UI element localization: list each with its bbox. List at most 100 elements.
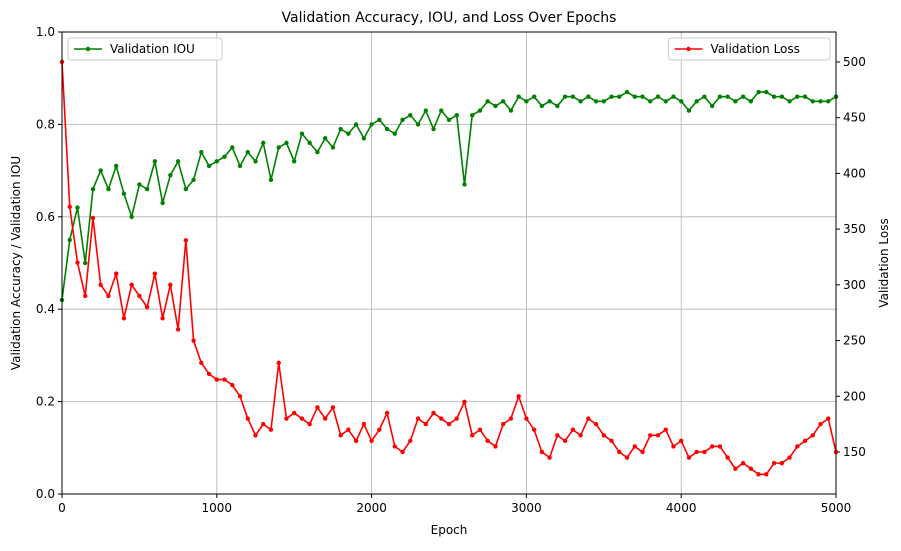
data-point — [810, 433, 815, 438]
data-point — [191, 338, 196, 343]
data-point — [299, 131, 305, 136]
data-point — [121, 316, 127, 321]
data-point — [624, 89, 630, 95]
legend-label: Validation Loss — [711, 42, 800, 56]
data-point — [826, 416, 831, 421]
data-point — [795, 94, 800, 99]
data-point — [214, 159, 219, 164]
data-point — [771, 460, 777, 466]
legend-marker — [85, 46, 91, 52]
data-point — [322, 416, 328, 421]
data-point — [686, 455, 692, 460]
data-point — [377, 117, 382, 122]
data-point — [439, 416, 444, 421]
data-point — [175, 327, 181, 332]
y2-axis-label: Validation Loss — [877, 218, 891, 307]
data-point — [756, 472, 761, 477]
data-point — [531, 427, 537, 432]
data-point — [168, 282, 173, 288]
data-point — [454, 112, 459, 118]
data-point — [268, 427, 274, 432]
data-point — [702, 94, 707, 99]
data-point — [632, 94, 637, 99]
data-point — [67, 204, 72, 210]
data-point — [315, 405, 320, 410]
data-point — [361, 136, 367, 141]
data-point — [547, 99, 552, 104]
data-point — [717, 444, 723, 449]
data-point — [431, 126, 436, 132]
y-tick-label: 1.0 — [36, 25, 55, 39]
data-point — [802, 438, 808, 444]
data-point — [392, 131, 398, 136]
data-point — [199, 149, 204, 155]
data-point — [431, 410, 436, 416]
data-point — [624, 455, 630, 460]
data-point — [555, 433, 560, 438]
data-point — [609, 94, 614, 99]
x-tick-label: 2000 — [356, 501, 387, 515]
data-point — [562, 438, 568, 444]
data-point — [516, 94, 521, 99]
data-point — [253, 433, 258, 438]
data-point — [222, 377, 227, 382]
data-point — [408, 112, 413, 118]
data-point — [593, 421, 599, 427]
data-point — [299, 416, 305, 421]
data-point — [137, 182, 142, 187]
data-point — [485, 438, 490, 444]
data-point — [129, 214, 134, 219]
data-point — [330, 405, 336, 410]
data-point — [562, 94, 568, 99]
data-point — [253, 159, 258, 164]
y-tick-label: 0.0 — [36, 487, 55, 501]
data-point — [90, 186, 96, 192]
data-point — [555, 103, 560, 109]
data-point — [617, 94, 622, 99]
data-point — [810, 99, 815, 104]
data-point — [307, 140, 312, 146]
data-point — [586, 94, 591, 99]
y2-tick-label: 400 — [843, 166, 866, 180]
data-point — [106, 293, 111, 299]
data-point — [655, 433, 661, 438]
data-point — [191, 177, 196, 183]
data-point — [261, 421, 266, 427]
data-point — [524, 99, 529, 104]
data-point — [353, 122, 359, 127]
data-point — [671, 444, 676, 449]
data-point — [477, 427, 483, 432]
data-point — [508, 416, 514, 421]
data-point — [686, 108, 692, 113]
x-tick-label: 1000 — [202, 501, 233, 515]
y-tick-label: 0.8 — [36, 117, 55, 131]
data-point — [160, 316, 165, 321]
data-point — [671, 94, 676, 99]
data-point — [640, 449, 645, 455]
data-point — [415, 122, 421, 127]
data-point — [508, 108, 514, 113]
data-point — [578, 433, 583, 438]
data-point — [446, 421, 452, 427]
data-point — [168, 173, 173, 178]
data-point — [113, 271, 119, 276]
legend-label: Validation IOU — [110, 42, 195, 56]
data-point — [400, 449, 405, 455]
data-point — [423, 108, 428, 113]
data-point — [199, 360, 204, 366]
data-point — [129, 282, 134, 288]
data-point — [524, 416, 529, 421]
data-point — [756, 89, 761, 95]
data-point — [787, 99, 792, 104]
y-tick-label: 0.4 — [36, 302, 55, 316]
data-point — [733, 466, 738, 471]
data-point — [516, 394, 521, 399]
data-point — [648, 433, 653, 438]
y-tick-label: 0.6 — [36, 210, 55, 224]
data-point — [663, 427, 668, 432]
y2-tick-label: 300 — [843, 278, 866, 292]
data-point — [748, 466, 754, 471]
data-point — [206, 371, 212, 377]
data-point — [230, 382, 235, 388]
data-point — [679, 99, 684, 104]
